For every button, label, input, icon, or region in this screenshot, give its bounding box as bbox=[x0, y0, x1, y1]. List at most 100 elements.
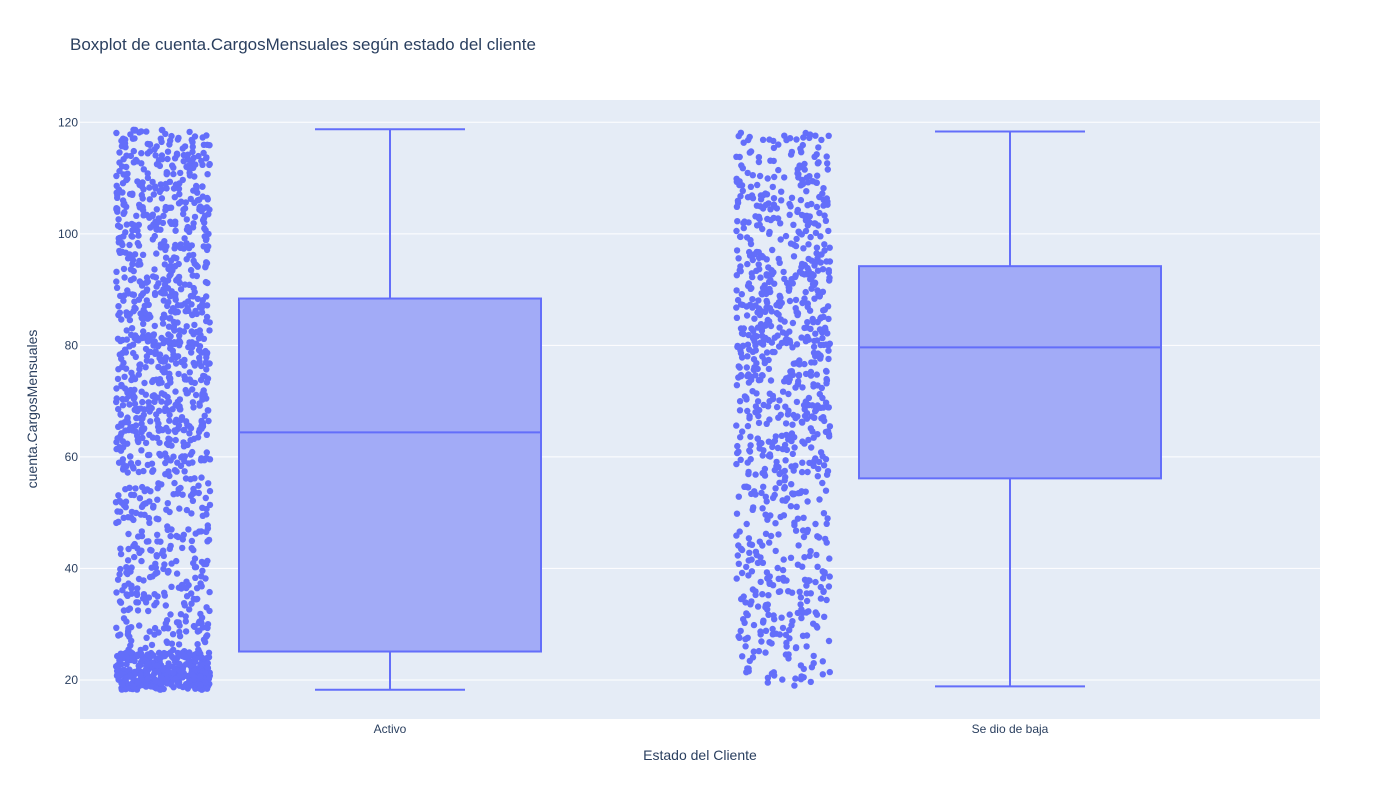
data-point bbox=[814, 172, 821, 179]
data-point bbox=[754, 559, 762, 567]
data-point bbox=[797, 594, 805, 601]
data-point bbox=[744, 422, 752, 430]
data-point bbox=[202, 575, 209, 582]
data-point bbox=[145, 661, 152, 668]
data-point bbox=[120, 297, 127, 304]
data-point bbox=[775, 531, 782, 538]
data-point bbox=[127, 152, 135, 160]
data-point bbox=[206, 456, 214, 463]
data-point bbox=[816, 390, 823, 398]
data-point bbox=[744, 341, 752, 348]
data-point bbox=[152, 218, 159, 225]
data-point bbox=[821, 212, 828, 219]
data-point bbox=[176, 660, 183, 668]
data-point bbox=[812, 132, 819, 139]
data-point bbox=[119, 680, 126, 688]
data-point bbox=[139, 207, 147, 214]
data-point bbox=[821, 241, 828, 248]
data-point bbox=[741, 619, 748, 626]
data-point bbox=[755, 412, 762, 420]
data-point bbox=[815, 465, 822, 473]
data-point bbox=[113, 385, 120, 392]
data-point bbox=[138, 447, 145, 454]
data-point bbox=[151, 624, 159, 632]
data-point bbox=[792, 527, 800, 534]
data-point bbox=[146, 408, 153, 415]
data-point bbox=[144, 486, 151, 493]
data-point bbox=[785, 287, 793, 294]
data-point bbox=[151, 322, 158, 330]
data-point bbox=[202, 263, 209, 270]
data-point bbox=[180, 426, 187, 434]
data-point bbox=[154, 668, 161, 675]
data-point bbox=[798, 211, 806, 219]
data-point bbox=[122, 504, 129, 511]
data-point bbox=[735, 448, 742, 455]
data-point bbox=[754, 603, 762, 610]
data-point bbox=[788, 481, 795, 488]
data-point bbox=[783, 643, 790, 650]
data-point bbox=[805, 436, 812, 444]
data-point bbox=[747, 442, 754, 449]
data-point bbox=[138, 280, 145, 287]
data-point bbox=[781, 441, 789, 449]
data-point bbox=[113, 672, 121, 679]
data-point bbox=[198, 614, 206, 621]
data-point bbox=[153, 161, 161, 168]
data-point bbox=[172, 428, 179, 436]
data-point bbox=[779, 566, 787, 574]
data-point bbox=[776, 302, 783, 310]
data-point bbox=[192, 391, 200, 399]
data-point bbox=[136, 201, 143, 208]
data-point bbox=[183, 226, 191, 233]
data-point bbox=[770, 144, 778, 152]
data-point bbox=[733, 203, 741, 210]
data-point bbox=[128, 585, 135, 592]
data-point bbox=[118, 383, 126, 390]
data-point bbox=[133, 599, 140, 606]
data-point bbox=[734, 552, 741, 559]
data-point bbox=[149, 178, 156, 186]
iqr-box bbox=[858, 265, 1162, 480]
data-point bbox=[152, 677, 159, 685]
data-point bbox=[201, 679, 209, 686]
data-point bbox=[748, 598, 755, 605]
data-point bbox=[737, 434, 744, 441]
data-point bbox=[788, 622, 795, 629]
data-point bbox=[822, 487, 830, 494]
data-point bbox=[817, 315, 824, 322]
data-point bbox=[199, 396, 206, 403]
data-point bbox=[737, 627, 744, 635]
data-point bbox=[144, 651, 151, 658]
data-point bbox=[749, 388, 756, 395]
data-point bbox=[747, 433, 754, 440]
data-point bbox=[783, 577, 790, 584]
data-point bbox=[128, 232, 135, 240]
data-point bbox=[746, 149, 753, 156]
data-point bbox=[803, 582, 810, 589]
data-point bbox=[735, 542, 742, 549]
data-point bbox=[782, 473, 789, 481]
data-point bbox=[797, 489, 804, 497]
data-point bbox=[733, 510, 741, 517]
data-point bbox=[202, 236, 210, 244]
data-point bbox=[183, 256, 190, 263]
data-point bbox=[115, 492, 122, 499]
data-point bbox=[794, 561, 802, 568]
data-point bbox=[161, 592, 168, 599]
data-point bbox=[179, 683, 187, 691]
data-point bbox=[735, 560, 742, 567]
data-point bbox=[745, 136, 752, 144]
data-point bbox=[746, 657, 753, 665]
data-point bbox=[134, 239, 141, 247]
data-point bbox=[129, 341, 137, 348]
data-point bbox=[767, 377, 775, 384]
data-point bbox=[749, 296, 756, 303]
data-point bbox=[172, 675, 179, 682]
data-point bbox=[182, 199, 189, 206]
data-point bbox=[775, 588, 783, 595]
data-point bbox=[766, 451, 774, 458]
data-point bbox=[801, 360, 808, 368]
data-point bbox=[180, 158, 187, 165]
data-point bbox=[178, 581, 186, 589]
